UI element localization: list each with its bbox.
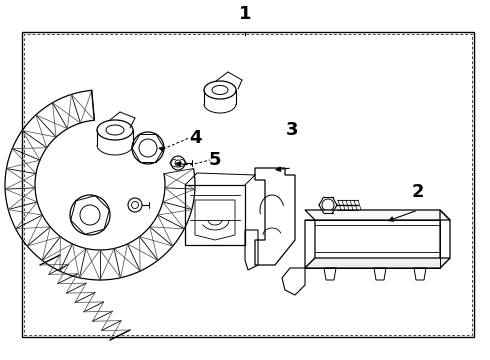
Bar [24,34,472,335]
Text: 4: 4 [189,129,201,147]
Text: 3: 3 [286,121,298,139]
Polygon shape [305,210,450,220]
Text: 1: 1 [239,5,251,23]
Polygon shape [305,258,450,268]
Bar [22,32,474,337]
Text: 5: 5 [209,151,221,169]
Text: 2: 2 [412,183,424,201]
Bar [185,185,245,245]
